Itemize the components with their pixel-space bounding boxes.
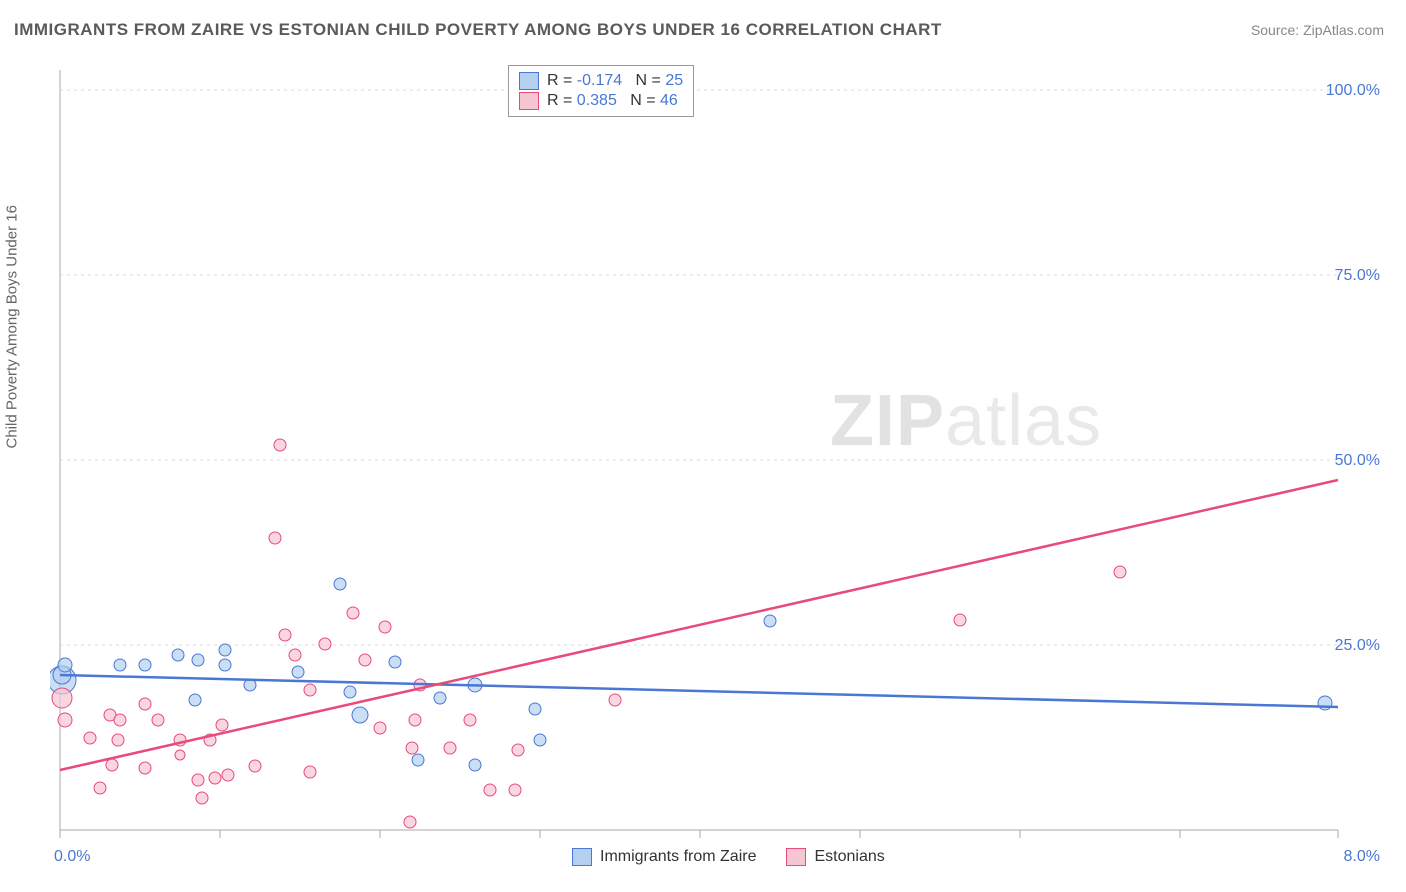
svg-text:100.0%: 100.0%	[1326, 82, 1380, 99]
watermark-atlas: atlas	[945, 381, 1102, 461]
source-label: Source: ZipAtlas.com	[1251, 22, 1384, 38]
correlation-chart: 25.0% 50.0% 75.0% 100.0%	[50, 60, 1380, 840]
legend-row: R = -0.174 N = 25	[519, 72, 683, 90]
x-axis-max-label: 8.0%	[1344, 848, 1380, 866]
svg-text:50.0%: 50.0%	[1335, 452, 1380, 469]
legend-swatch	[519, 72, 539, 90]
legend-swatch	[786, 848, 806, 866]
legend-row: R = 0.385 N = 46	[519, 92, 683, 110]
legend-swatch	[519, 92, 539, 110]
svg-text:25.0%: 25.0%	[1335, 637, 1380, 654]
watermark: ZIPatlas	[830, 380, 1102, 462]
legend-text: R = -0.174 N = 25	[547, 72, 683, 90]
chart-title: IMMIGRANTS FROM ZAIRE VS ESTONIAN CHILD …	[14, 20, 942, 40]
y-axis-label: Child Poverty Among Boys Under 16	[4, 205, 21, 448]
series-legend-label: Estonians	[814, 848, 884, 866]
x-axis-min-label: 0.0%	[54, 848, 90, 866]
legend-swatch	[572, 848, 592, 866]
correlation-legend: R = -0.174 N = 25 R = 0.385 N = 46	[508, 65, 694, 117]
series-legend-label: Immigrants from Zaire	[600, 848, 756, 866]
legend-text: R = 0.385 N = 46	[547, 92, 678, 110]
watermark-zip: ZIP	[830, 381, 945, 461]
series-legend: Immigrants from Zaire Estonians	[572, 848, 885, 866]
svg-text:75.0%: 75.0%	[1335, 267, 1380, 284]
series-legend-item: Estonians	[786, 848, 884, 866]
series-legend-item: Immigrants from Zaire	[572, 848, 756, 866]
